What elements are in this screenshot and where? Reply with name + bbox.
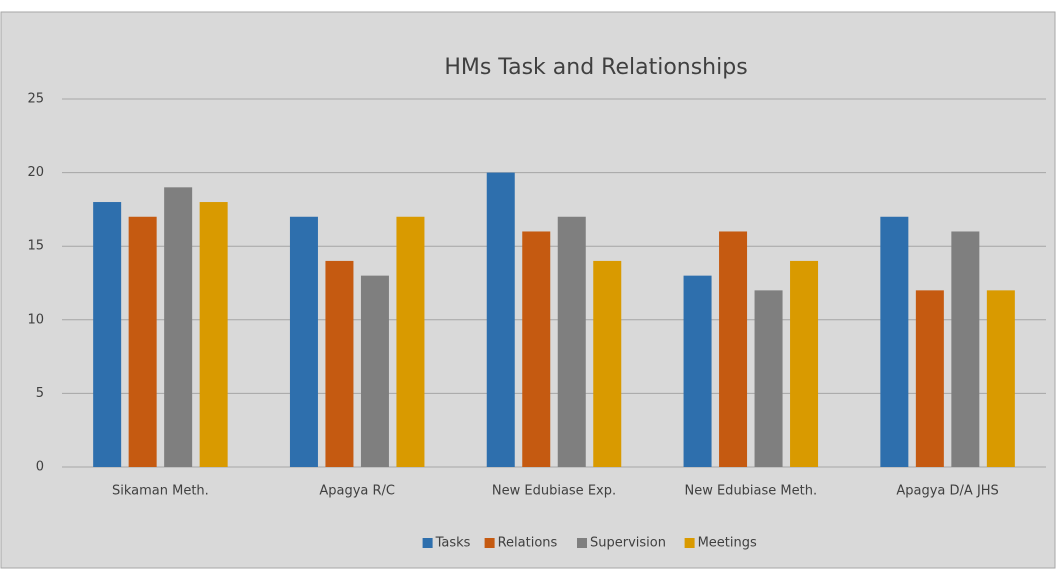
bar (93, 202, 122, 468)
bar (557, 216, 586, 467)
legend-swatch (484, 538, 495, 548)
x-tick-label: Apagya D/A JHS (896, 484, 998, 499)
bar (754, 290, 783, 467)
bar (360, 275, 389, 467)
bar (289, 216, 318, 467)
bar (683, 275, 712, 467)
bar (396, 216, 425, 467)
bar (880, 216, 909, 467)
bar (915, 290, 944, 467)
x-tick-label: Apagya R/C (319, 484, 395, 499)
legend-label: Meetings (698, 536, 757, 551)
legend-label: Supervision (590, 536, 666, 551)
y-tick-label: 5 (36, 386, 44, 401)
bar (486, 172, 515, 467)
x-tick-label: Sikaman Meth. (112, 484, 209, 499)
chart-title: HMs Task and Relationships (444, 55, 747, 80)
x-tick-label: New Edubiase Meth. (684, 484, 817, 499)
y-tick-label: 10 (27, 312, 44, 327)
legend-label: Tasks (435, 536, 471, 551)
bar (951, 231, 980, 467)
legend-label: Relations (498, 536, 558, 551)
y-tick-label: 0 (36, 460, 44, 475)
bar (593, 260, 622, 467)
y-tick-label: 25 (27, 92, 44, 107)
legend-swatch (577, 538, 587, 548)
y-tick-label: 20 (27, 165, 44, 180)
legend-swatch (684, 538, 695, 548)
bar (719, 231, 748, 467)
y-tick-label: 15 (27, 239, 44, 254)
bar (164, 187, 193, 467)
bar (199, 202, 228, 468)
bar (128, 216, 157, 467)
bar (986, 290, 1015, 467)
bar (325, 260, 354, 467)
x-tick-label: New Edubiase Exp. (492, 484, 616, 499)
bar (522, 231, 551, 467)
bar (790, 260, 819, 467)
legend-swatch (422, 538, 433, 548)
